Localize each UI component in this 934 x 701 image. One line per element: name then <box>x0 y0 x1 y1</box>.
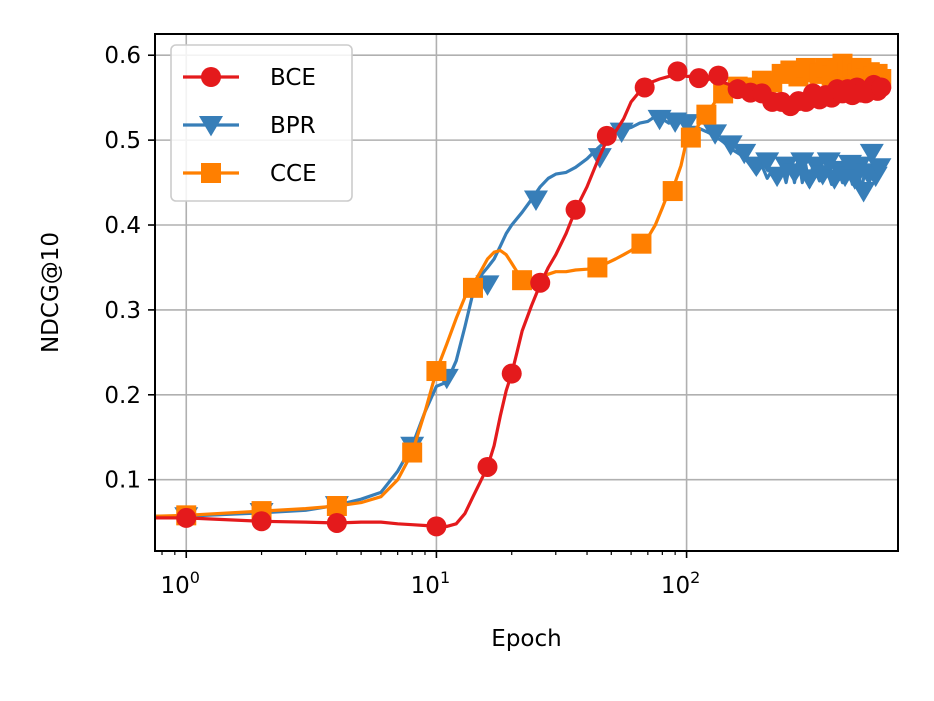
data-point-bce <box>688 68 709 89</box>
data-point-cce <box>662 181 683 202</box>
data-point-bce <box>326 512 347 533</box>
data-point-bpr <box>867 158 892 179</box>
y-axis-label: NDCG@10 <box>38 232 64 353</box>
data-point-bpr <box>718 135 743 156</box>
data-point-cce <box>326 496 347 517</box>
data-point-bce <box>530 272 551 293</box>
legend-item-bce: BCE <box>183 65 316 91</box>
x-tick-label: 100 <box>161 568 200 599</box>
data-point-bpr <box>609 122 634 144</box>
y-tick-label: 0.6 <box>104 43 141 69</box>
data-point-bpr <box>703 124 728 145</box>
legend-marker <box>199 116 223 137</box>
x-axis-label: Epoch <box>491 626 561 652</box>
data-point-cce <box>462 277 483 298</box>
data-point-cce <box>402 442 423 463</box>
y-tick-label: 0.2 <box>104 383 141 409</box>
data-point-bce <box>251 511 272 532</box>
data-point-cce <box>426 361 447 382</box>
data-point-bce <box>501 363 522 384</box>
data-point-bce <box>477 456 498 477</box>
x-tick-label: 102 <box>661 568 700 599</box>
data-point-bce <box>708 65 729 86</box>
axis-ticks: 100 101 102 0.1 0.2 0.3 0.4 0.5 0.6 <box>104 43 700 599</box>
data-point-bpr <box>816 152 841 173</box>
legend-label: CCE <box>270 161 317 187</box>
legend-marker <box>201 163 221 183</box>
y-tick-label: 0.1 <box>104 468 141 494</box>
data-point-bpr <box>732 143 757 165</box>
legend-marker <box>201 67 221 87</box>
data-point-cce <box>631 233 652 254</box>
legend-item-cce: CCE <box>183 161 317 187</box>
data-point-bce <box>565 199 586 220</box>
legend-item-bpr: BPR <box>183 113 316 139</box>
data-point-cce <box>680 127 701 148</box>
data-point-bce <box>634 77 655 98</box>
data-point-bpr <box>755 152 780 173</box>
legend: BCE BPR CCE <box>170 44 353 202</box>
legend-label: BPR <box>270 113 316 139</box>
data-point-bce <box>667 61 688 82</box>
data-point-bpr <box>859 143 884 165</box>
data-point-bpr <box>765 166 790 188</box>
data-point-bpr <box>523 190 548 211</box>
y-tick-label: 0.3 <box>104 298 141 324</box>
data-point-bce <box>871 77 892 98</box>
series-bce <box>155 61 892 537</box>
data-point-bce <box>426 516 447 537</box>
plot-series <box>155 53 892 537</box>
data-point-bce <box>176 507 197 528</box>
data-point-bce <box>596 125 617 146</box>
x-tick-label: 101 <box>411 568 450 599</box>
data-point-cce <box>512 270 533 291</box>
y-tick-label: 0.4 <box>104 213 141 239</box>
legend-label: BCE <box>270 65 316 91</box>
data-point-bpr <box>674 114 699 135</box>
data-point-bpr <box>851 182 876 203</box>
data-point-cce <box>696 104 717 125</box>
legend-box <box>170 44 353 202</box>
y-tick-label: 0.5 <box>104 128 141 154</box>
data-point-cce <box>587 257 608 278</box>
plot-frame <box>154 33 899 552</box>
